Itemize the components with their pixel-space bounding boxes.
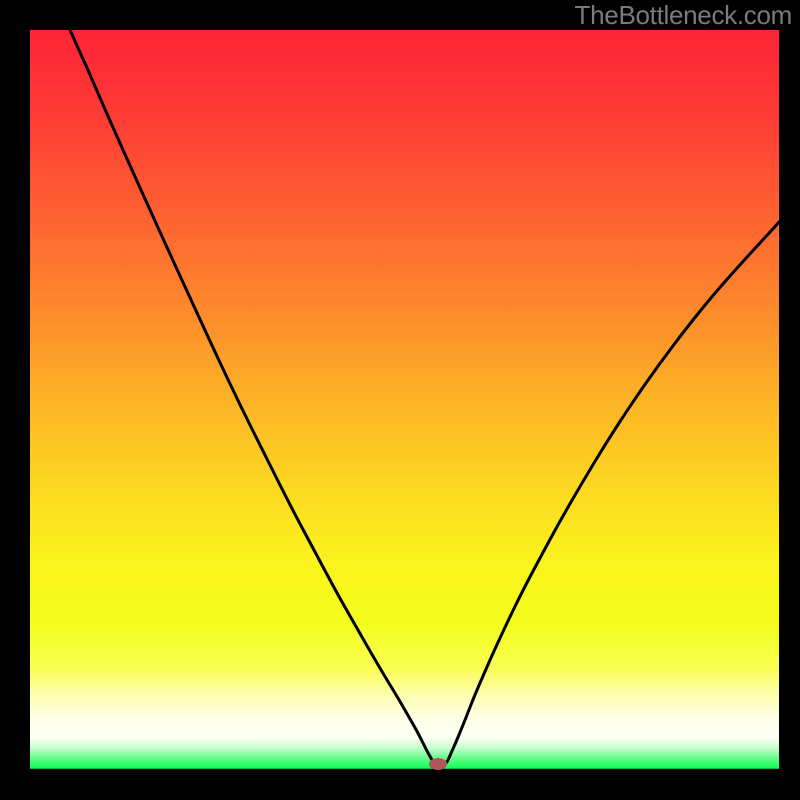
bottleneck-chart	[0, 0, 800, 800]
bottleneck-marker	[429, 758, 447, 770]
watermark-text: TheBottleneck.com	[575, 0, 792, 31]
plot-background	[30, 30, 779, 770]
chart-container: TheBottleneck.com	[0, 0, 800, 800]
